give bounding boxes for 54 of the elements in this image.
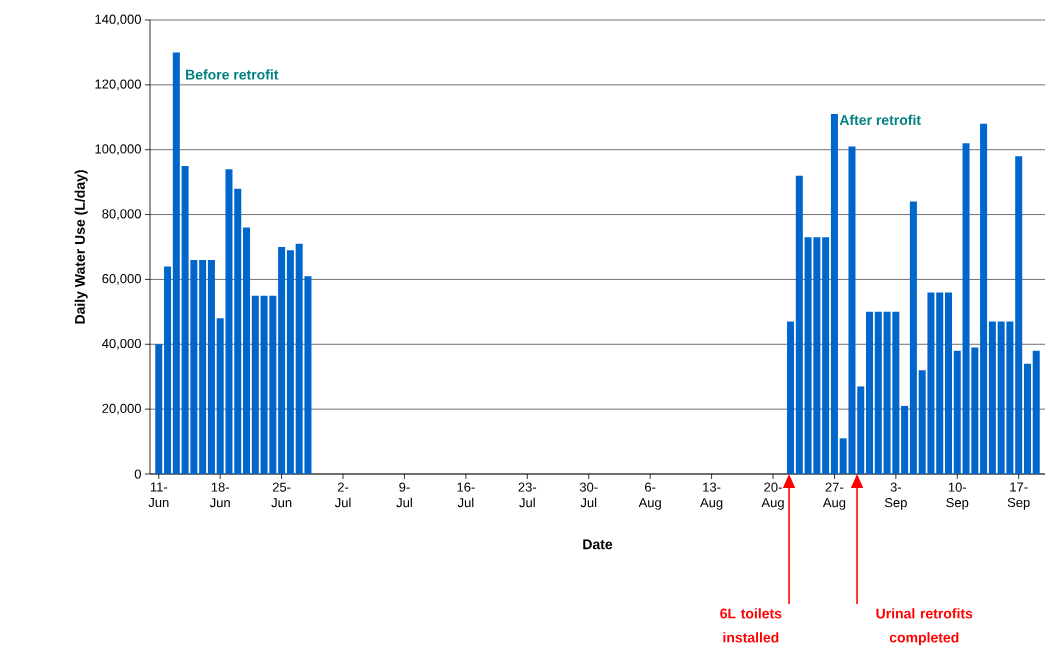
bar — [988, 321, 996, 474]
x-axis-title: Date — [583, 539, 613, 550]
bar — [1015, 156, 1023, 474]
bar — [199, 259, 207, 474]
x-tick-label: 20-Aug — [761, 482, 784, 510]
x-tick-label: 17-Sep — [1007, 482, 1030, 510]
x-tick-label: 30-Jul — [579, 482, 598, 508]
text: 6L toilets installed — [720, 608, 782, 643]
x-tick-label: 16-Jul — [457, 482, 475, 508]
annotation: After retrofit — [839, 114, 921, 126]
x-tick-label: 13-Aug — [700, 482, 723, 510]
y-tick-label: 40,000 — [102, 338, 141, 350]
y-tick-label: 100,000 — [95, 144, 141, 156]
x-tick-label: 23-Jul — [518, 482, 537, 508]
x-tick-label: 11-Jun — [148, 482, 169, 508]
bar — [207, 259, 215, 474]
x-tick-label: 9-Jul — [396, 482, 412, 508]
y-tick-label: 0 — [134, 469, 141, 479]
bar — [980, 123, 988, 474]
bar — [1023, 363, 1031, 474]
bar — [909, 201, 917, 474]
x-tick-label: 2-Jul — [334, 482, 351, 508]
x-tick-label: 3-Sep — [884, 482, 907, 510]
y-tick-label: 20,000 — [102, 403, 141, 415]
bar — [286, 250, 294, 474]
bar — [822, 237, 830, 474]
y-tick-label: 60,000 — [102, 274, 141, 285]
y-tick-label: 140,000 — [95, 14, 141, 26]
bar — [795, 175, 803, 474]
bar — [944, 292, 952, 474]
bar — [953, 350, 961, 474]
y-tick-label: 120,000 — [95, 79, 141, 91]
y-axis-title: Daily Water Use (L/day) — [74, 170, 88, 324]
bar — [155, 344, 163, 474]
bar — [172, 52, 180, 474]
x-tick-label: 25-Jun — [271, 482, 292, 508]
x-tick-label: 18-Jun — [209, 482, 230, 508]
bar — [901, 405, 909, 474]
bar — [243, 227, 251, 474]
bar — [874, 311, 882, 474]
bar — [1032, 350, 1040, 474]
x-tick-label: 10-Sep — [946, 482, 969, 510]
annotation: Before retrofit — [186, 69, 279, 80]
bar — [164, 266, 172, 474]
bar — [936, 292, 944, 474]
x-tick-label: 6-Aug — [638, 482, 661, 510]
bar — [278, 247, 286, 474]
text: Urinal retrofits completed — [876, 608, 973, 646]
y-tick-label: 80,000 — [102, 209, 141, 220]
bar — [830, 114, 838, 474]
bar — [234, 188, 242, 474]
x-tick-label: 27-Aug — [822, 482, 846, 510]
bar — [866, 311, 874, 474]
bar — [251, 295, 259, 474]
